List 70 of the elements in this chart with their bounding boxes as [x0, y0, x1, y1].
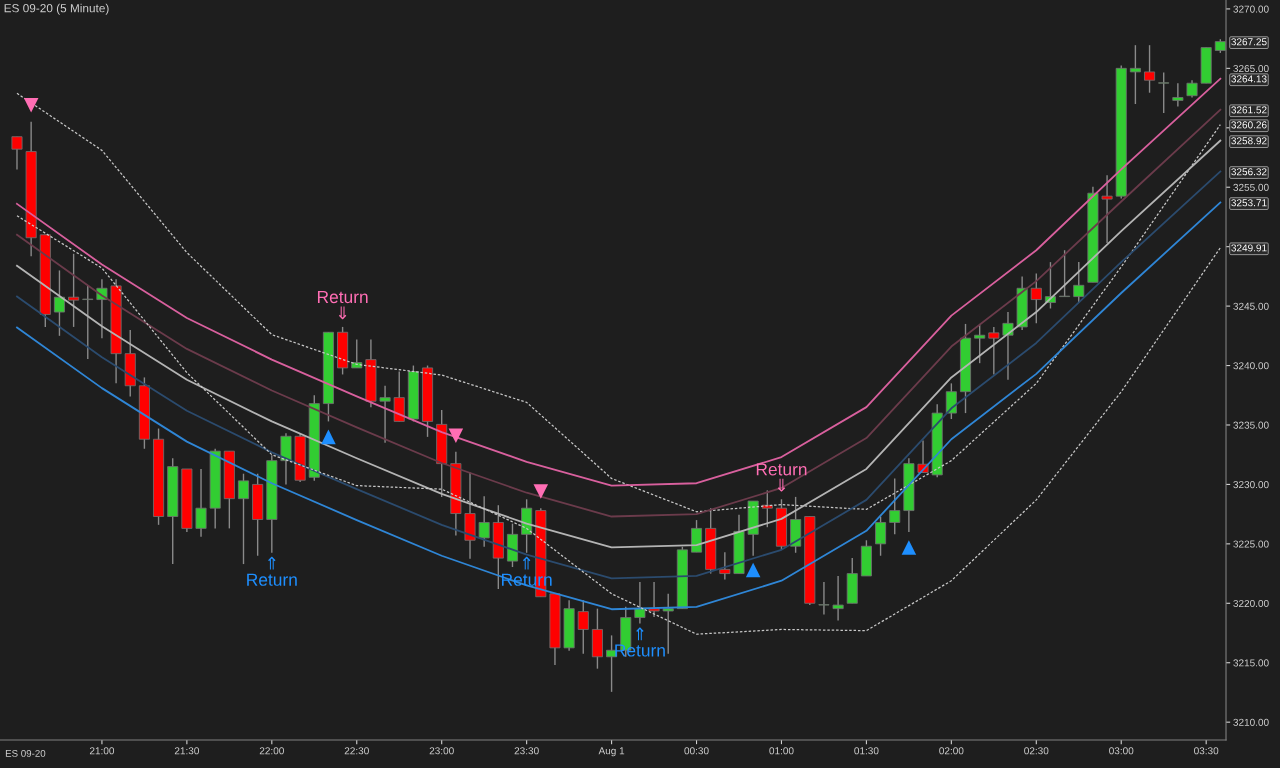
x-tick-label: 23:00 — [429, 747, 454, 755]
y-tick-label: 3215.00 — [1233, 659, 1269, 667]
candlestick — [889, 477, 901, 536]
candlestick — [634, 581, 646, 625]
candlestick — [577, 599, 589, 655]
data-label: 3249.91 — [1231, 244, 1267, 252]
x-tick-label: 21:30 — [174, 747, 199, 755]
data-label: 3264.13 — [1231, 75, 1267, 83]
candlestick — [393, 370, 405, 423]
candlestick — [1144, 44, 1156, 94]
x-tick-label: 01:00 — [769, 747, 794, 755]
y-tick-label: 3240.00 — [1233, 362, 1269, 370]
x-tick-label: 22:30 — [344, 747, 369, 755]
x-tick-label: 01:30 — [854, 747, 879, 755]
candlestick — [988, 326, 1000, 376]
candlestick — [691, 519, 703, 553]
candlestick — [1101, 174, 1113, 244]
candlestick — [379, 385, 391, 444]
candlestick — [1129, 44, 1141, 105]
data-label: 3261.52 — [1231, 106, 1267, 114]
data-label: 3256.32 — [1231, 168, 1267, 176]
candlestick — [974, 323, 986, 364]
x-tick-label: Aug 1 — [598, 747, 625, 757]
y-tick-label: 3230.00 — [1233, 481, 1269, 489]
annotation: ⇑ Return — [615, 627, 665, 657]
annotation: ⇑ Return — [247, 556, 297, 586]
candlestick — [832, 575, 844, 622]
text: ES 09-20 — [5, 749, 46, 757]
annotation: Return ⇓ — [756, 463, 807, 492]
candlestick — [11, 136, 23, 171]
candlestick — [53, 269, 65, 337]
y-tick-label: 3225.00 — [1233, 540, 1269, 548]
candlestick — [875, 515, 887, 557]
candlestick — [237, 473, 250, 565]
y-tick-label: 3210.00 — [1233, 718, 1269, 726]
x-tick-label: 22:00 — [259, 747, 284, 755]
data-label: 3260.26 — [1231, 121, 1267, 129]
x-tick-label: 03:30 — [1194, 747, 1219, 755]
candlestick — [478, 495, 490, 548]
candlestick — [351, 338, 363, 369]
data-label: 3253.71 — [1231, 199, 1267, 207]
candlestick — [719, 551, 731, 581]
text: 3267.25 — [1231, 38, 1267, 46]
candlestick — [82, 285, 94, 360]
x-tick-label: 03:00 — [1109, 747, 1134, 755]
candlestick — [648, 581, 660, 618]
candlestick — [1172, 82, 1184, 108]
x-tick-label: 23:30 — [514, 747, 539, 755]
x-tick-label: 21:00 — [89, 747, 115, 755]
x-tick-label: 00:30 — [684, 747, 709, 755]
y-tick-label: 3245.00 — [1233, 302, 1269, 310]
candlestick — [1002, 311, 1014, 381]
candlestick — [68, 253, 80, 328]
x-tick-label: 02:00 — [939, 747, 964, 755]
y-tick-label: 3235.00 — [1233, 421, 1269, 429]
data-label: 3258.92 — [1231, 137, 1267, 145]
x-tick-label: 02:30 — [1024, 747, 1049, 755]
candlestick — [1059, 249, 1071, 298]
y-tick-label: 3265.00 — [1233, 64, 1269, 73]
candlestick — [818, 581, 830, 616]
y-tick-label: 3255.00 — [1233, 183, 1269, 191]
y-tick-label: 3220.00 — [1233, 599, 1269, 608]
chart-title: ES 09-20 (5 Minute) — [4, 3, 109, 15]
candlestick — [1030, 272, 1042, 325]
candlestick — [945, 382, 957, 420]
candlestick — [1158, 71, 1170, 114]
annotation: Return ⇓ — [317, 291, 368, 320]
y-tick-label: 3270.00 — [1233, 5, 1269, 13]
candlestick — [195, 468, 207, 538]
candlestick — [1073, 261, 1085, 304]
